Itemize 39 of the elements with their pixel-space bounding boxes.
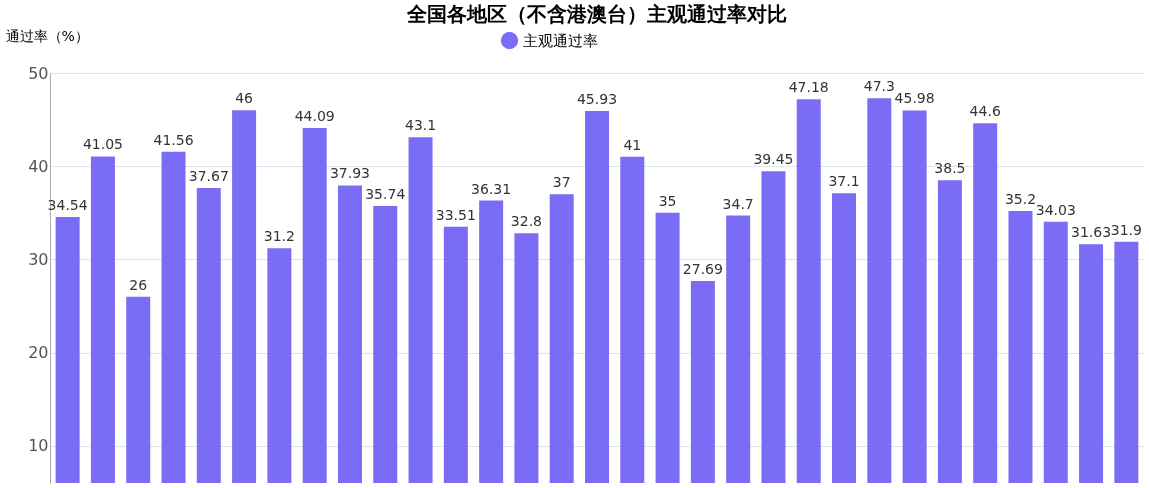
data-label: 36.31	[471, 180, 512, 197]
data-label: 35.74	[365, 185, 406, 202]
data-label: 41.56	[153, 131, 194, 148]
data-label: 45.93	[576, 90, 618, 107]
data-label: 26	[129, 276, 148, 293]
data-label: 39.45	[753, 151, 794, 168]
chart-title: 全国各地区（不含港澳台）主观通过率对比	[406, 2, 787, 26]
data-label: 34.03	[1035, 201, 1076, 218]
data-label: 37.93	[329, 165, 371, 182]
data-label: 33.51	[435, 206, 476, 223]
y-tick-label: 50	[28, 63, 49, 83]
data-label: 43.1	[404, 117, 437, 134]
data-label: 41.05	[82, 136, 123, 153]
y-axis-title: 通过率（%）	[5, 27, 89, 44]
data-label: 31.63	[1071, 224, 1112, 241]
data-label: 47.18	[788, 79, 829, 96]
data-label: 31.9	[1110, 221, 1142, 238]
data-label: 41	[623, 136, 642, 153]
data-label: 34.7	[722, 195, 754, 212]
data-label: 31.2	[263, 228, 295, 245]
data-label: 45.98	[894, 90, 935, 107]
y-tick-label: 20	[28, 343, 49, 363]
data-label: 37.1	[828, 173, 860, 190]
data-label: 37	[552, 174, 571, 191]
y-tick-label: 30	[28, 249, 49, 269]
data-label: 38.5	[934, 160, 966, 177]
data-label: 34.54	[47, 197, 88, 214]
legend-label: 主观通过率	[523, 31, 598, 50]
data-label: 47.3	[863, 78, 895, 95]
y-tick-label: 40	[28, 156, 49, 176]
data-label: 44.6	[969, 103, 1001, 120]
data-label: 37.67	[188, 167, 229, 184]
data-label: 35.2	[1004, 190, 1037, 207]
data-label: 46	[235, 90, 254, 107]
data-label: 32.8	[510, 213, 543, 230]
data-label: 27.69	[682, 260, 723, 277]
data-label: 44.09	[294, 108, 335, 125]
data-label: 35	[658, 192, 677, 209]
y-tick-label: 10	[28, 436, 49, 456]
